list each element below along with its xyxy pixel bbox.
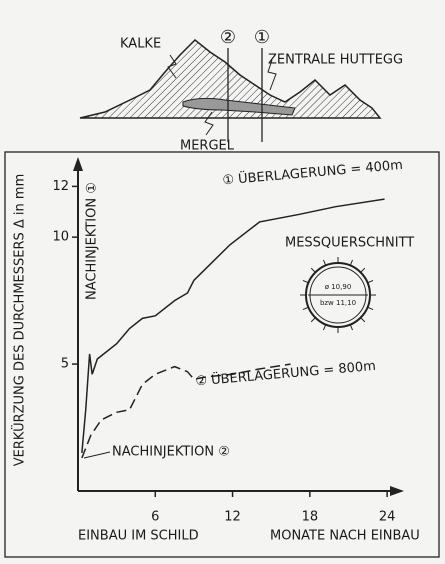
annotation: ø 10,90 xyxy=(325,283,352,291)
x-tick-label: 24 xyxy=(379,510,396,525)
spoke xyxy=(361,318,365,322)
annotation: NACHINJEKTION ① xyxy=(85,182,100,300)
spoke xyxy=(368,307,374,309)
x-axis-label: MONATE NACH EINBAU xyxy=(270,529,420,544)
y-tick-label: 12 xyxy=(52,179,69,194)
spoke xyxy=(350,260,352,266)
spoke xyxy=(323,325,325,331)
profile-label: MERGEL xyxy=(180,139,235,154)
arrow xyxy=(390,486,404,496)
profile-label: ① xyxy=(254,27,270,48)
x-tick-label: 6 xyxy=(151,510,159,525)
profile-label: KALKE xyxy=(120,37,161,52)
spoke xyxy=(303,280,309,282)
annotation: NACHINJEKTION ② xyxy=(112,445,230,460)
y-tick-label: 5 xyxy=(61,357,69,372)
spoke xyxy=(361,268,365,272)
spoke xyxy=(368,280,374,282)
spoke xyxy=(350,325,352,331)
pointer xyxy=(84,452,110,458)
frame xyxy=(5,152,439,557)
figure: KALKE MERGEL ZENTRALE HUTTEGG ② ① VERKÜR… xyxy=(0,0,445,564)
x-axis-label: EINBAU IM SCHILD xyxy=(78,529,199,544)
y-axis-label: VERKÜRZUNG DES DURCHMESSERS Δ in mm xyxy=(11,174,28,467)
spoke xyxy=(311,318,315,322)
y-tick-label: 10 xyxy=(52,230,69,245)
profile: KALKE MERGEL ZENTRALE HUTTEGG ② ① xyxy=(80,27,403,154)
annotation: bzw 11,10 xyxy=(320,299,356,307)
arrow xyxy=(73,157,83,171)
x-tick-label: 12 xyxy=(224,510,241,525)
annotation: MESSQUERSCHNITT xyxy=(285,236,414,251)
series-label: ① ÜBERLAGERUNG = 400m xyxy=(222,156,404,189)
profile-label: ZENTRALE HUTTEGG xyxy=(268,53,403,68)
profile-label: ② xyxy=(220,27,236,48)
spoke xyxy=(323,260,325,266)
spoke xyxy=(311,268,315,272)
spoke xyxy=(303,307,309,309)
series-label: ② ÜBERLAGERUNG = 800m xyxy=(195,357,377,390)
x-tick-label: 18 xyxy=(302,510,319,525)
